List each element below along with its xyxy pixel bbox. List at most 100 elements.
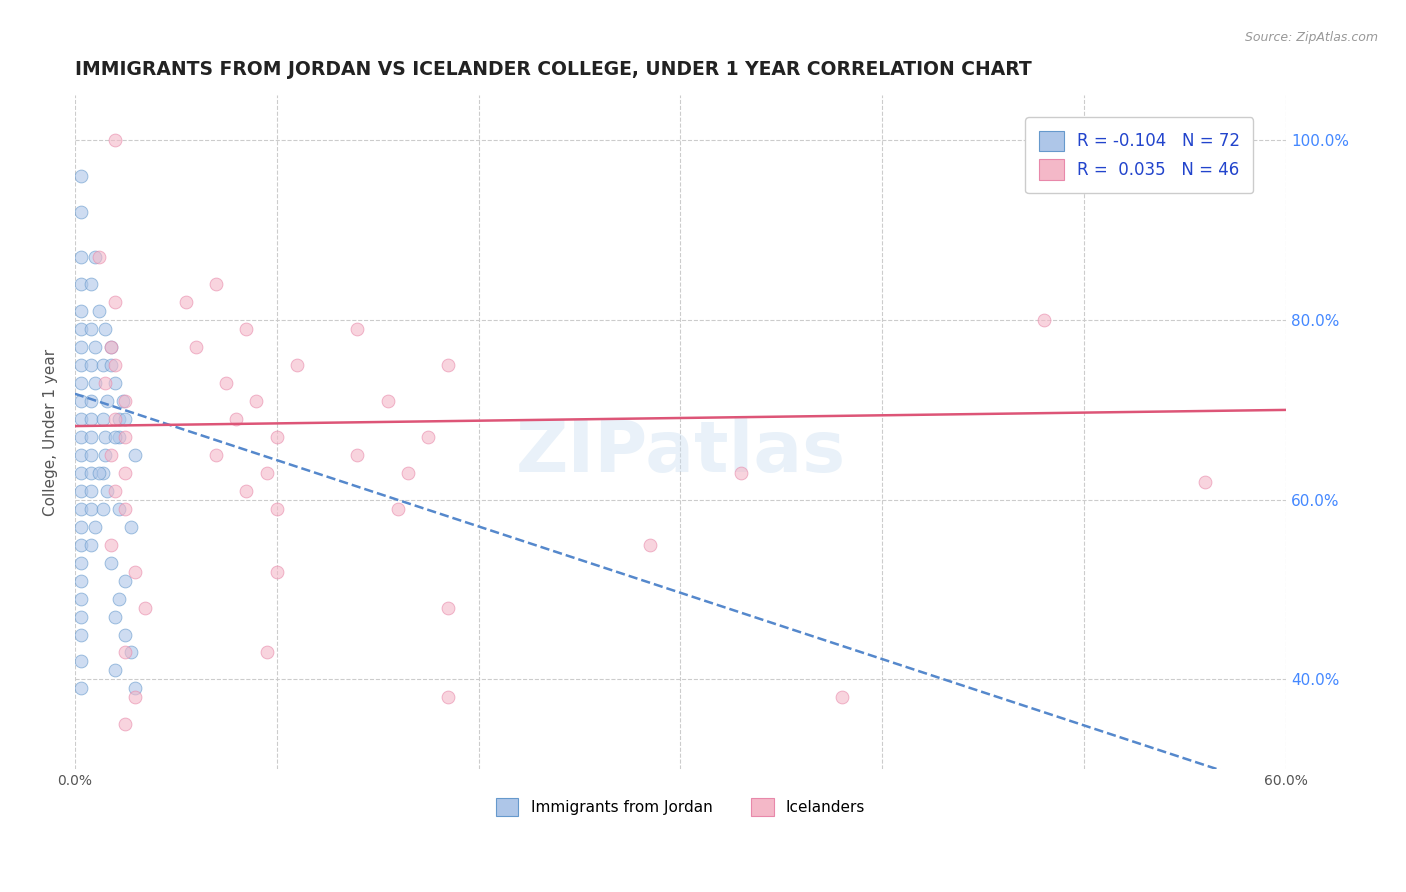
Point [87,304,110,318]
Point [69,277,91,292]
Point [245,393,267,408]
Point [235,322,257,336]
Point [346,322,368,336]
Point [69,340,91,354]
Point [396,466,419,480]
Point [114,430,136,444]
Point [114,501,136,516]
Point [80,538,103,552]
Point [112,393,135,408]
Point [225,412,247,426]
Point [104,430,127,444]
Point [94,448,117,462]
Point [387,501,409,516]
Point [84,250,107,264]
Point [100,556,122,570]
Point [124,448,146,462]
Point [69,169,91,184]
Point [108,412,131,426]
Point [80,483,103,498]
Point [69,205,91,219]
Point [638,538,661,552]
Point [266,501,288,516]
Point [69,483,91,498]
Point [80,322,103,336]
Point [1032,313,1054,327]
Point [104,412,127,426]
Point [437,690,460,705]
Point [69,681,91,696]
Point [108,501,131,516]
Point [69,556,91,570]
Y-axis label: College, Under 1 year: College, Under 1 year [44,349,58,516]
Point [256,646,278,660]
Point [104,133,127,147]
Point [96,393,118,408]
Point [256,466,278,480]
Point [96,483,118,498]
Point [108,430,131,444]
Point [69,322,91,336]
Point [80,466,103,480]
Point [377,393,399,408]
Point [114,412,136,426]
Point [69,304,91,318]
Point [285,358,308,372]
Point [124,690,146,705]
Point [69,591,91,606]
Point [235,483,257,498]
Legend: Immigrants from Jordan, Icelanders: Immigrants from Jordan, Icelanders [489,791,872,822]
Point [266,565,288,579]
Point [108,591,131,606]
Point [69,655,91,669]
Point [69,574,91,588]
Point [831,690,853,705]
Point [69,412,91,426]
Point [174,295,197,310]
Point [266,430,288,444]
Point [69,501,91,516]
Point [104,609,127,624]
Point [69,393,91,408]
Point [124,565,146,579]
Point [69,519,91,533]
Point [104,483,127,498]
Point [69,538,91,552]
Point [91,412,114,426]
Point [184,340,207,354]
Point [80,277,103,292]
Point [69,376,91,390]
Point [94,430,117,444]
Point [100,340,122,354]
Point [80,501,103,516]
Point [69,627,91,641]
Point [205,448,228,462]
Point [114,717,136,731]
Point [80,412,103,426]
Text: Source: ZipAtlas.com: Source: ZipAtlas.com [1244,31,1378,45]
Point [80,430,103,444]
Point [120,646,142,660]
Point [91,466,114,480]
Point [416,430,439,444]
Point [100,358,122,372]
Point [100,538,122,552]
Point [114,466,136,480]
Point [69,466,91,480]
Text: ZIPatlas: ZIPatlas [516,418,845,487]
Point [104,295,127,310]
Text: IMMIGRANTS FROM JORDAN VS ICELANDER COLLEGE, UNDER 1 YEAR CORRELATION CHART: IMMIGRANTS FROM JORDAN VS ICELANDER COLL… [75,60,1032,78]
Point [80,448,103,462]
Point [87,250,110,264]
Point [69,609,91,624]
Point [94,376,117,390]
Point [437,600,460,615]
Point [114,574,136,588]
Point [91,358,114,372]
Point [100,448,122,462]
Point [114,627,136,641]
Point [100,340,122,354]
Point [215,376,238,390]
Point [104,664,127,678]
Point [437,358,460,372]
